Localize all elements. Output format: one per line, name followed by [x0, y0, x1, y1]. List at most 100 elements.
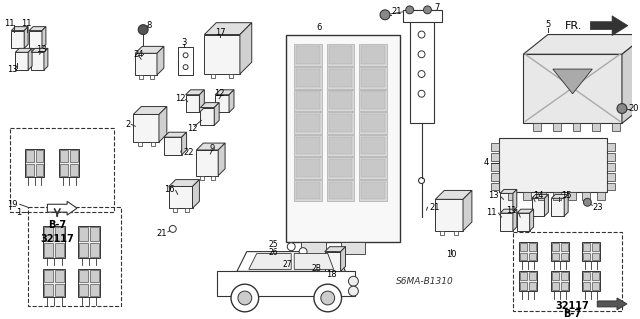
Polygon shape: [435, 190, 472, 199]
Bar: [44, 243, 53, 256]
Polygon shape: [340, 247, 346, 271]
Bar: [28, 207, 122, 306]
Bar: [327, 90, 355, 111]
Text: 2: 2: [125, 120, 131, 129]
Text: 20: 20: [629, 104, 639, 113]
Bar: [520, 253, 527, 261]
Bar: [584, 272, 590, 280]
Bar: [294, 112, 322, 134]
Circle shape: [170, 226, 176, 232]
Bar: [552, 272, 559, 280]
Circle shape: [138, 25, 148, 34]
Polygon shape: [42, 27, 46, 48]
Text: 32117: 32117: [40, 234, 74, 244]
Text: 27: 27: [283, 260, 292, 269]
Bar: [362, 114, 385, 132]
Circle shape: [406, 6, 413, 14]
Bar: [215, 95, 229, 113]
Text: S6MA-B1310: S6MA-B1310: [396, 277, 453, 286]
Bar: [403, 10, 442, 22]
Bar: [327, 44, 355, 66]
Bar: [513, 232, 622, 311]
Bar: [329, 92, 353, 109]
Bar: [78, 226, 100, 257]
Bar: [553, 192, 561, 200]
Text: 19: 19: [7, 200, 18, 209]
Polygon shape: [249, 254, 291, 269]
Polygon shape: [159, 107, 167, 142]
Bar: [552, 253, 559, 261]
Bar: [362, 46, 385, 64]
Bar: [186, 95, 200, 113]
Circle shape: [321, 291, 335, 305]
Bar: [552, 198, 564, 216]
Polygon shape: [12, 27, 28, 31]
Bar: [359, 44, 387, 66]
Bar: [359, 157, 387, 179]
Polygon shape: [524, 34, 640, 54]
Bar: [294, 157, 322, 179]
Bar: [55, 271, 64, 282]
Text: 24: 24: [133, 50, 144, 59]
Bar: [508, 192, 516, 200]
Text: FR.: FR.: [565, 21, 582, 31]
Text: 26: 26: [269, 248, 278, 257]
Text: 11: 11: [21, 19, 32, 28]
Polygon shape: [186, 90, 204, 95]
Polygon shape: [135, 46, 164, 53]
Bar: [31, 52, 44, 70]
Text: 21: 21: [156, 229, 167, 238]
Bar: [164, 137, 182, 155]
Text: 5: 5: [545, 20, 550, 29]
Bar: [524, 54, 622, 123]
Polygon shape: [28, 48, 32, 70]
Bar: [524, 192, 531, 200]
Circle shape: [418, 31, 425, 38]
Text: 11: 11: [4, 19, 14, 28]
Text: 12: 12: [175, 94, 186, 103]
Bar: [327, 112, 355, 134]
Polygon shape: [196, 143, 225, 150]
Bar: [294, 67, 322, 89]
Bar: [553, 123, 561, 131]
Text: 6: 6: [316, 23, 321, 32]
Text: 14: 14: [533, 191, 543, 200]
Bar: [435, 199, 463, 231]
Bar: [329, 46, 353, 64]
Bar: [440, 231, 444, 235]
Bar: [568, 192, 575, 200]
Circle shape: [584, 198, 591, 206]
Circle shape: [287, 243, 295, 251]
Text: B-7: B-7: [48, 220, 67, 230]
Polygon shape: [622, 34, 640, 123]
Circle shape: [418, 51, 425, 58]
Text: 21: 21: [391, 7, 401, 16]
Bar: [296, 69, 320, 87]
Bar: [584, 243, 590, 251]
Bar: [529, 282, 536, 290]
Text: 11: 11: [506, 206, 516, 215]
Bar: [359, 90, 387, 111]
Bar: [552, 282, 559, 290]
Bar: [362, 69, 385, 87]
Polygon shape: [532, 194, 548, 198]
Bar: [79, 243, 88, 256]
Text: B-7: B-7: [564, 309, 582, 319]
Bar: [593, 123, 600, 131]
Text: 13: 13: [8, 64, 18, 74]
Bar: [519, 271, 537, 291]
Text: 4: 4: [483, 158, 489, 167]
Bar: [138, 142, 141, 146]
Bar: [26, 150, 33, 162]
Bar: [584, 282, 590, 290]
Circle shape: [183, 65, 188, 70]
Circle shape: [617, 104, 627, 114]
Bar: [294, 90, 322, 111]
Bar: [12, 31, 24, 48]
Bar: [55, 284, 64, 296]
Circle shape: [424, 6, 431, 14]
Bar: [90, 284, 99, 296]
Bar: [70, 164, 78, 176]
Bar: [296, 137, 320, 154]
Text: 25: 25: [269, 240, 278, 249]
